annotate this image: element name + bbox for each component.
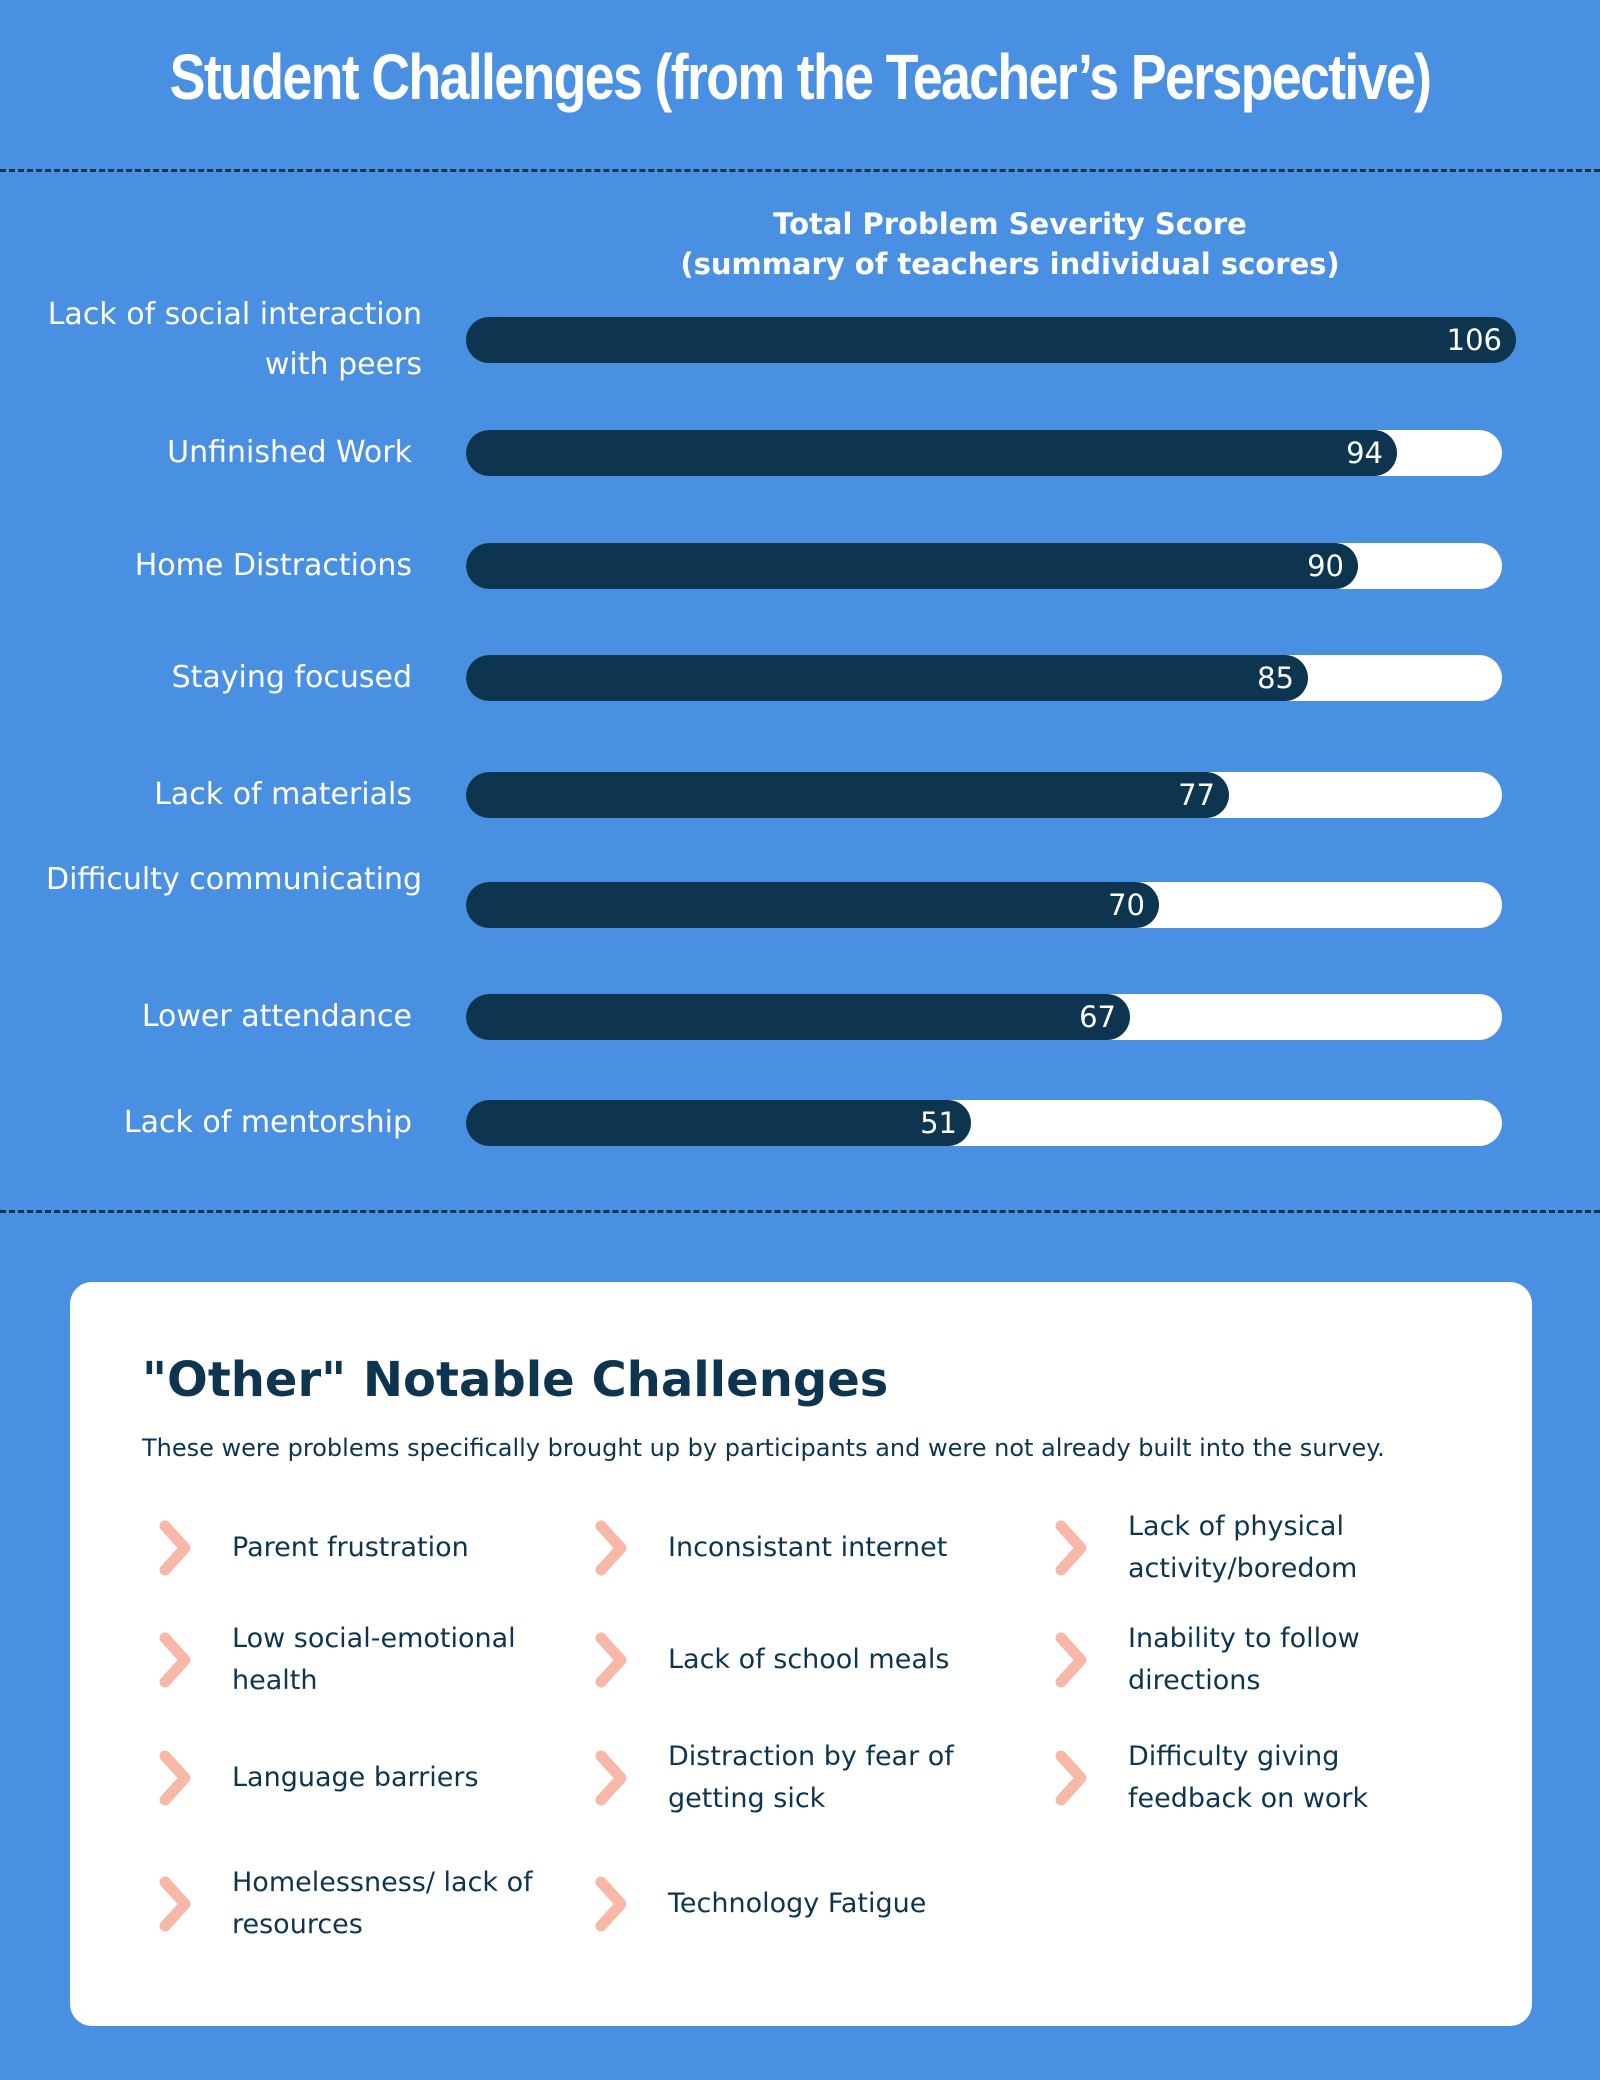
challenge-item: Language barriers <box>158 1728 558 1828</box>
bar <box>466 994 1130 1040</box>
challenge-item-label: Low social-emotional health <box>232 1623 516 1696</box>
bar <box>466 430 1397 476</box>
category-label: Lack of mentorship <box>123 1105 412 1140</box>
chart-subtitle: (summary of teachers individual scores) <box>680 247 1340 281</box>
chevron-right-icon <box>1055 1520 1087 1576</box>
category-label: Lack of social interaction with peers <box>47 297 422 382</box>
bar <box>466 882 1159 928</box>
bar-value-label: 77 <box>1178 778 1215 812</box>
chevron-right-icon <box>1055 1632 1087 1688</box>
bar-value-label: 67 <box>1079 1000 1116 1034</box>
other-challenges-subtitle: These were problems specifically brought… <box>142 1434 1385 1462</box>
challenge-item-label: Lack of physical activity/boredom <box>1128 1511 1358 1584</box>
challenge-item-label: Homelessness/ lack of resources <box>232 1867 533 1940</box>
challenge-item-label: Technology Fatigue <box>668 1888 927 1919</box>
challenge-item: Homelessness/ lack of resources <box>158 1854 558 1954</box>
challenge-item-label: Difficulty giving feedback on work <box>1128 1741 1369 1814</box>
chevron-right-icon <box>1055 1750 1087 1806</box>
challenge-item: Lack of school meals <box>594 1610 994 1710</box>
category-label: Lack of materials <box>154 777 412 812</box>
bar <box>466 655 1308 701</box>
challenge-item: Lack of physical activity/boredom <box>1054 1498 1454 1598</box>
challenge-item-label: Language barriers <box>232 1762 479 1793</box>
challenge-item-label: Parent frustration <box>232 1532 469 1563</box>
bar-value-label: 94 <box>1346 436 1383 470</box>
chevron-right-icon <box>595 1750 627 1806</box>
top-divider <box>0 169 1600 172</box>
chevron-right-icon <box>595 1632 627 1688</box>
bar-value-label: 90 <box>1307 549 1344 583</box>
chevron-right-icon <box>159 1876 191 1932</box>
category-label: Unfinished Work <box>167 435 412 470</box>
chart-title: Total Problem Severity Score <box>773 207 1247 241</box>
category-label: Staying focused <box>171 660 412 695</box>
challenge-item: Inconsistant internet <box>594 1498 994 1598</box>
chevron-right-icon <box>159 1632 191 1688</box>
page-title: Student Challenges (from the Teacher’s P… <box>169 41 1432 113</box>
category-label: Difficulty communicating <box>45 862 422 897</box>
bar-value-label: 106 <box>1446 323 1502 357</box>
other-challenges-title: "Other" Notable Challenges <box>142 1352 889 1408</box>
challenge-item-label: Distraction by fear of getting sick <box>668 1741 954 1814</box>
other-challenges-panel: "Other" Notable Challenges These were pr… <box>70 1282 1532 2026</box>
category-label: Lower attendance <box>141 999 412 1034</box>
bar-value-label: 85 <box>1257 661 1294 695</box>
challenge-item-label: Inconsistant internet <box>668 1532 948 1563</box>
bottom-divider <box>0 1210 1600 1213</box>
challenge-item: Low social-emotional health <box>158 1610 558 1710</box>
chart-axis-title: Total Problem Severity Score (summary of… <box>640 204 1380 284</box>
bar <box>466 1100 971 1146</box>
challenge-item-label: Inability to follow directions <box>1128 1623 1360 1696</box>
challenge-item: Parent frustration <box>158 1498 558 1598</box>
chevron-right-icon <box>159 1520 191 1576</box>
bar-value-label: 70 <box>1108 888 1145 922</box>
category-label: Home Distractions <box>134 548 412 583</box>
bar-value-label: 51 <box>920 1106 957 1140</box>
challenge-item: Difficulty giving feedback on work <box>1054 1728 1454 1828</box>
challenge-item: Technology Fatigue <box>594 1854 994 1954</box>
bar <box>466 317 1516 363</box>
bar <box>466 543 1358 589</box>
chevron-right-icon <box>595 1520 627 1576</box>
chevron-right-icon <box>159 1750 191 1806</box>
challenge-item: Inability to follow directions <box>1054 1610 1454 1710</box>
chevron-right-icon <box>595 1876 627 1932</box>
challenge-item-label: Lack of school meals <box>668 1644 950 1675</box>
bar <box>466 772 1229 818</box>
challenge-item: Distraction by fear of getting sick <box>594 1728 994 1828</box>
